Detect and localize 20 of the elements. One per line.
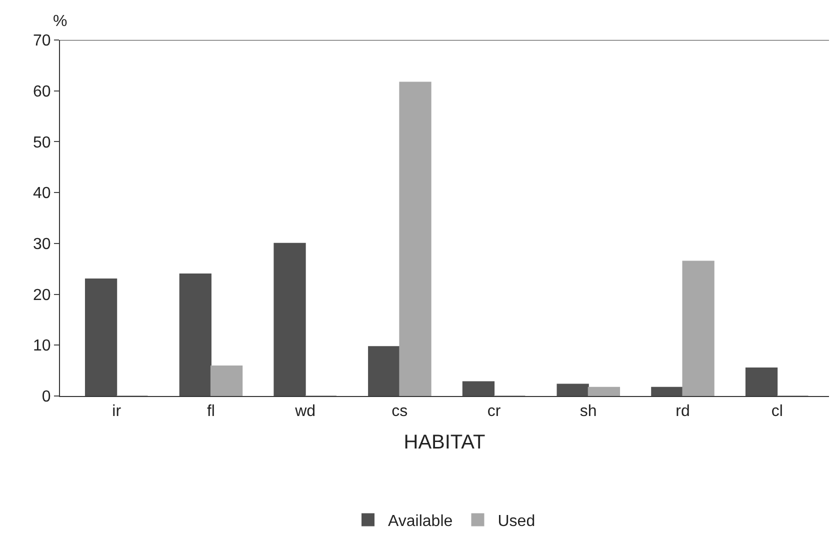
y-tick-label: 0 — [42, 388, 51, 406]
y-tick-label: 10 — [33, 338, 51, 355]
x-tick-label: cl — [771, 403, 783, 420]
x-tick-label: ir — [112, 403, 122, 420]
y-tick-label: 40 — [33, 185, 51, 202]
y-tick-label: 30 — [33, 236, 51, 254]
x-tick-label: sh — [580, 403, 597, 420]
x-tick-label: cr — [487, 403, 502, 420]
x-tick-label: cs — [392, 403, 408, 420]
y-axis-title: % — [53, 13, 68, 30]
x-axis-title: HABITAT — [404, 432, 486, 454]
y-tick-label: 50 — [33, 134, 51, 152]
x-tick-label: fl — [206, 403, 215, 420]
y-tick-label: 60 — [33, 83, 51, 100]
x-tick-label: rd — [676, 403, 690, 420]
legend-label: Used — [498, 512, 536, 530]
y-tick-label: 70 — [33, 32, 51, 50]
x-tick-label: wd — [294, 403, 316, 420]
y-tick-label: 20 — [33, 286, 51, 304]
legend-label: Available — [388, 512, 453, 530]
